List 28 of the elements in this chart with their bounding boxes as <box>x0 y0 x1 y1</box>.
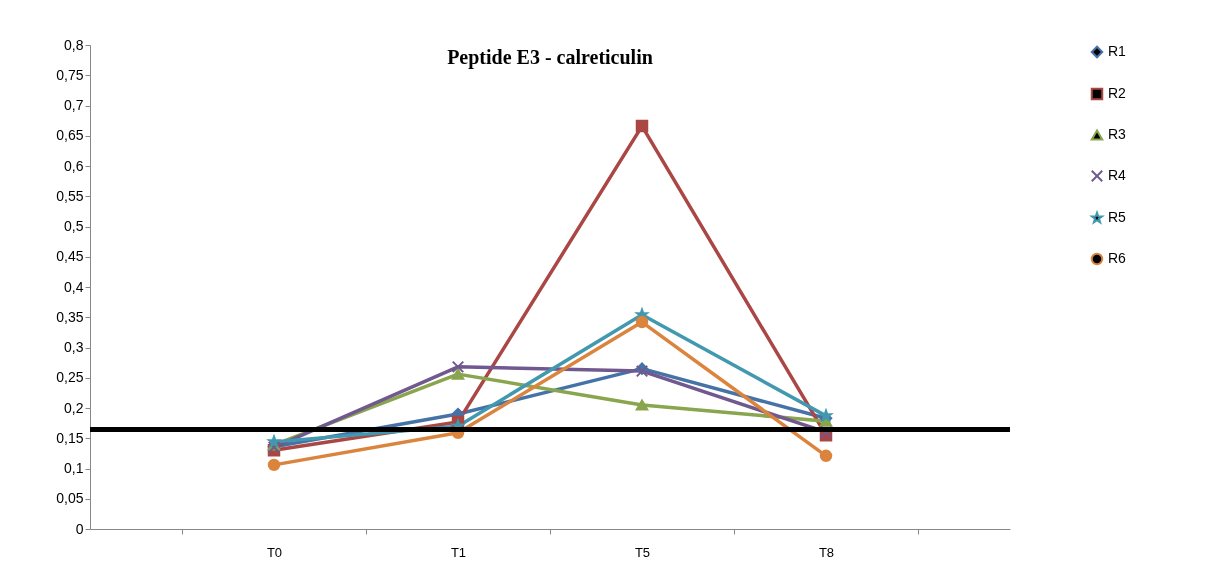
legend-label: R4 <box>1108 167 1127 183</box>
y-tick-label: 0,5 <box>64 218 84 234</box>
y-tick-label: 0,4 <box>64 278 84 295</box>
y-tick-label: 0,3 <box>64 339 84 355</box>
y-tick-label: 0,8 <box>64 36 84 53</box>
y-tick-label: 0,6 <box>64 157 84 174</box>
y-tick-label: 0,05 <box>56 490 84 507</box>
x-tick-label: T5 <box>634 544 651 560</box>
x-tick-label: T8 <box>818 544 835 560</box>
y-tick-label: 0,35 <box>56 308 84 325</box>
legend-label: R1 <box>1108 43 1127 59</box>
x-tick-label: T0 <box>266 544 283 560</box>
y-tick-label: 0,75 <box>56 66 84 83</box>
legend-label: R3 <box>1108 126 1127 142</box>
y-tick-label: 0 <box>75 520 84 537</box>
y-tick-label: 0,55 <box>56 187 84 204</box>
y-tick-label: 0,2 <box>64 399 84 416</box>
y-tick-label: 0,25 <box>56 369 84 386</box>
x-tick-label: T1 <box>450 544 467 560</box>
legend-label: R5 <box>1108 209 1127 225</box>
legend-label: R6 <box>1108 250 1127 266</box>
y-tick-label: 0,1 <box>64 460 84 476</box>
legend-label: R2 <box>1108 85 1127 101</box>
y-tick-label: 0,65 <box>56 127 84 144</box>
chart-title: Peptide E3 - calreticulin <box>447 46 653 69</box>
y-tick-label: 0,7 <box>64 97 84 113</box>
y-tick-label: 0,45 <box>56 248 84 265</box>
y-tick-label: 0,15 <box>56 429 84 446</box>
